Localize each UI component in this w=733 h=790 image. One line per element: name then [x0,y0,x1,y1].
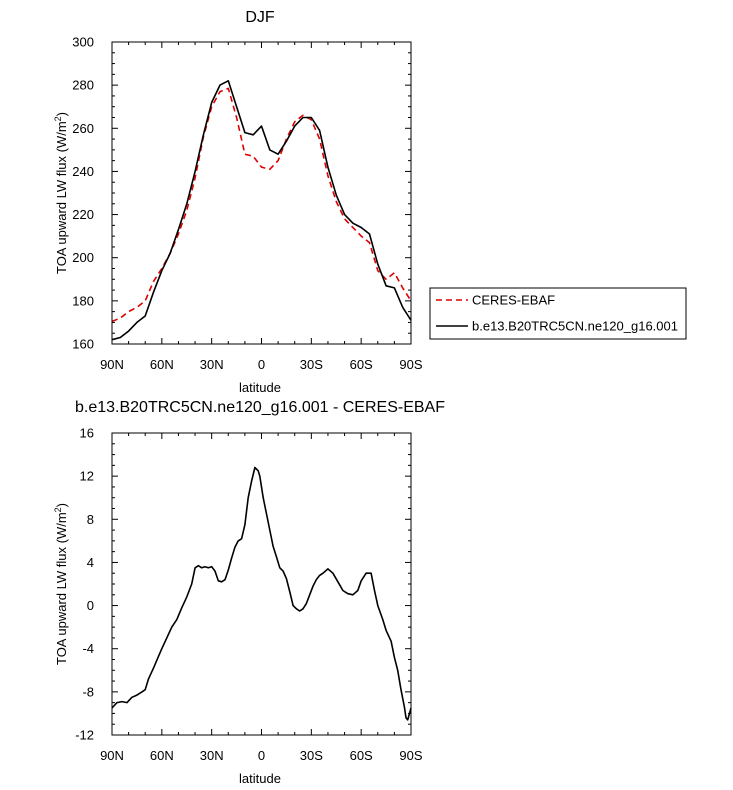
plot-frame [111,432,412,736]
x-tick-label: 60N [150,357,174,372]
legend-label-model: b.e13.B20TRC5CN.ne120_g16.001 [472,319,678,334]
y-axis-label-main: TOA upward LW flux (W/m [54,121,69,274]
chart-difference: b.e13.B20TRC5CN.ne120_g16.001 - CERES-EB… [53,399,445,786]
x-tick-label: 90S [399,357,422,372]
y-tick-label: 8 [87,512,94,527]
y-tick-label: 12 [80,469,94,484]
x-tick-label: 60S [350,357,373,372]
legend-box [429,287,687,340]
x-axis-label: latitude [239,380,281,395]
chart-djf: DJF 90N 60N 30N 0 30S 60S 90S 160 180 200 220 240 26… [53,9,687,395]
x-tick-label: 90N [100,357,124,372]
y-axis-label-main: TOA upward LW flux (W/m [54,512,69,665]
x-tick-label: 30N [200,748,224,763]
plot-area: 90N 60N 30N 0 30S 60S 90S 160 180 200 220 240 260 280… [72,35,423,373]
series-line-0 [111,87,412,323]
y-tick-label: 220 [72,207,94,222]
chart-title: DJF [245,9,275,26]
x-tick-label: 0 [258,748,265,763]
y-tick-label: 180 [72,293,94,308]
y-axis-label-end: ) [54,112,69,116]
legend: CERES-EBAF b.e13.B20TRC5CN.ne120_g16.001 [429,287,687,340]
y-axis-label-sup: 2 [53,116,63,121]
chart-title: b.e13.B20TRC5CN.ne120_g16.001 - CERES-EB… [75,399,445,416]
x-tick-label: 30S [300,748,323,763]
y-tick-label: 0 [87,598,94,613]
x-axis-label: latitude [239,771,281,786]
y-axis-label: TOA upward LW flux (W/m2) [53,112,69,274]
y-tick-label: 160 [72,337,94,352]
series-line-0 [111,466,412,721]
y-tick-label: 280 [72,78,94,93]
x-tick-label: 30S [300,357,323,372]
x-tick-label: 60S [350,748,373,763]
plot-frame [111,41,412,345]
y-axis-label-end: ) [54,503,69,507]
y-tick-label: -4 [82,641,94,656]
x-tick-label: 30N [200,357,224,372]
plot-area: 90N 60N 30N 0 30S 60S 90S -12 -8 -4 0 4 8 12 16 [75,426,423,764]
x-tick-label: 0 [258,357,265,372]
y-tick-label: 4 [87,555,94,570]
y-tick-label: 300 [72,35,94,50]
y-tick-label: -12 [75,728,94,743]
y-tick-label: -8 [82,684,94,699]
x-tick-label: 60N [150,748,174,763]
y-axis-label-sup: 2 [53,507,63,512]
y-tick-label: 240 [72,164,94,179]
y-tick-label: 260 [72,121,94,136]
y-tick-label: 16 [80,426,94,441]
y-tick-label: 200 [72,250,94,265]
legend-label-ceres: CERES-EBAF [472,293,555,308]
y-axis-label: TOA upward LW flux (W/m2) [53,503,69,665]
x-tick-label: 90N [100,748,124,763]
x-tick-label: 90S [399,748,422,763]
series-line-1 [111,80,412,341]
